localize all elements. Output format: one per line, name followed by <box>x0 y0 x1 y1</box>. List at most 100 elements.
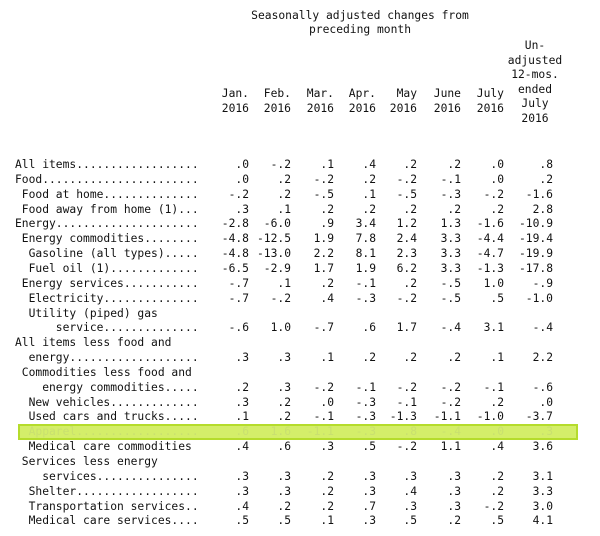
table-cell: -4.8 <box>221 232 249 246</box>
table-cell: -4.7 <box>476 247 504 261</box>
table-cell: .2 <box>362 351 376 365</box>
row-label: All items less food and <box>15 336 172 350</box>
table-cell: .2 <box>277 187 291 201</box>
row-label: Used cars and trucks..... <box>15 410 199 424</box>
table-cell: -6.0 <box>263 217 291 231</box>
table-cell: -.1 <box>313 410 334 424</box>
table-cell: .2 <box>320 484 334 498</box>
table-cell: -.3 <box>355 410 376 424</box>
table-cell: 2.2 <box>313 247 334 261</box>
table-cell: .0 <box>235 172 249 186</box>
table-cell: .2 <box>362 172 376 186</box>
table-cell: 8.1 <box>355 247 376 261</box>
row-label: Food away from home (1)... <box>15 202 199 216</box>
table-cell: -1.1 <box>433 410 461 424</box>
table-cell: .3 <box>362 484 376 498</box>
table-cell: .3 <box>447 484 461 498</box>
table-cell: -3.7 <box>525 410 553 424</box>
table-cell: .3 <box>539 425 553 439</box>
table-cell: .3 <box>277 469 291 483</box>
table-cell: .0 <box>235 158 249 171</box>
table-cell: .4 <box>490 440 504 454</box>
table-cell: .2 <box>539 172 553 186</box>
table-cell: .5 <box>362 440 376 454</box>
table-cell: -.4 <box>440 425 461 439</box>
table-cell: 1.0 <box>270 321 291 335</box>
table-cell: .2 <box>490 469 504 483</box>
table-cell: .4 <box>235 440 249 454</box>
table-cell: .1 <box>277 202 291 216</box>
table-cell: .3 <box>403 469 417 483</box>
table-cell: 1.7 <box>396 321 417 335</box>
column-header-line: adjusted <box>507 53 563 67</box>
row-label: Medical care commodities <box>15 440 192 454</box>
table-cell: -.2 <box>270 291 291 305</box>
table-cell: 3.0 <box>532 499 553 513</box>
title-line: Seasonally adjusted changes from <box>251 9 469 22</box>
table-cell: .2 <box>447 158 461 171</box>
row-label: Electricity.............. <box>15 291 199 305</box>
column-header-line: 2016 <box>389 101 417 115</box>
table-cell: .3 <box>320 440 334 454</box>
table-cell: 1.1 <box>440 440 461 454</box>
table-cell: .0 <box>490 158 504 171</box>
table-cell: -6.5 <box>221 261 249 275</box>
row-label: energy commodities..... <box>15 380 199 394</box>
column-header-line: 12-mos. <box>511 68 559 82</box>
table-cell: -.2 <box>313 380 334 394</box>
table-cell: .6 <box>235 425 249 439</box>
table-cell: .1 <box>320 158 334 171</box>
column-header-line: Jan. <box>221 87 249 100</box>
table-cell: .8 <box>403 425 417 439</box>
table-cell: -1.0 <box>525 291 553 305</box>
table-cell: -19.4 <box>518 232 553 246</box>
table-cell: -.2 <box>440 380 461 394</box>
table-cell: -.3 <box>355 395 376 409</box>
table-cell: 3.1 <box>532 469 553 483</box>
table-cell: -.6 <box>532 380 553 394</box>
table-cell: .8 <box>539 158 553 171</box>
table-cell: -1.0 <box>476 410 504 424</box>
table-cell: 4.1 <box>532 514 553 528</box>
table-cell: .3 <box>447 499 461 513</box>
table-cell: -.2 <box>313 172 334 186</box>
table-cell: .2 <box>235 380 249 394</box>
table-cell: .0 <box>490 172 504 186</box>
table-cell: .2 <box>320 276 334 290</box>
column-header-line: Feb. <box>263 87 291 100</box>
table-cell: -.1 <box>396 395 417 409</box>
table-cell: .2 <box>490 484 504 498</box>
table-cell: .5 <box>235 514 249 528</box>
row-label: All items.................. <box>15 158 199 171</box>
table-cell: .7 <box>362 499 376 513</box>
table-cell: -.2 <box>396 380 417 394</box>
column-header-line: Un- <box>524 39 546 52</box>
table-cell: .2 <box>277 395 291 409</box>
table-cell: .3 <box>235 484 249 498</box>
table-cell: .6 <box>277 440 291 454</box>
table-cell: .3 <box>277 484 291 498</box>
row-label: Transportation services.. <box>15 499 199 513</box>
column-header-line: 2016 <box>476 101 504 115</box>
table-cell: -.3 <box>355 291 376 305</box>
row-label: Energy services........... <box>15 276 199 290</box>
table-cell: -.2 <box>228 187 249 201</box>
column-header-line: 2016 <box>348 101 376 115</box>
table-cell: .3 <box>277 351 291 365</box>
table-cell: 1.6 <box>270 425 291 439</box>
table-cell: -.7 <box>228 291 249 305</box>
table-cell: 3.4 <box>355 217 376 231</box>
table-cell: 6.2 <box>396 261 417 275</box>
table-cell: -.5 <box>396 187 417 201</box>
table-cell: 3.3 <box>440 232 461 246</box>
table-cell: .5 <box>490 291 504 305</box>
table-cell: -.7 <box>313 321 334 335</box>
table-cell: .3 <box>403 499 417 513</box>
row-label: energy................... <box>15 351 199 365</box>
column-header-line: Mar. <box>306 87 334 100</box>
column-header-line: July <box>476 87 504 100</box>
table-cell: .1 <box>277 276 291 290</box>
row-label: Services less energy <box>15 455 158 468</box>
table-cell: .1 <box>235 410 249 424</box>
table-cell: -1.3 <box>476 261 504 275</box>
